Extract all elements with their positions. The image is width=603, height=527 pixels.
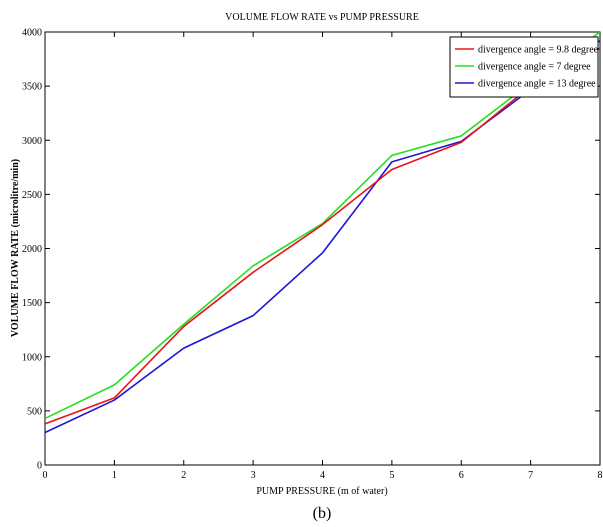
y-tick-label: 1500: [22, 298, 42, 309]
y-axis-label: VOLUME FLOW RATE (microlitre/min): [10, 159, 21, 337]
legend-label-3: divergence angle = 13 degree: [478, 79, 596, 90]
chart-title: VOLUME FLOW RATE vs PUMP PRESSURE: [225, 12, 419, 23]
legend-label-1: divergence angle = 9.8 degree: [478, 45, 599, 56]
x-tick-label: 1: [112, 470, 117, 481]
x-tick-label: 7: [528, 470, 533, 481]
x-tick-label: 3: [251, 470, 256, 481]
x-axis: 0 1 2 3 4 5 6 7 8: [43, 32, 603, 481]
x-tick-label: 5: [389, 470, 394, 481]
y-tick-label: 4000: [22, 28, 42, 39]
x-tick-label: 0: [43, 470, 48, 481]
legend: divergence angle = 9.8 degree divergence …: [449, 36, 599, 98]
figure-caption: (b): [313, 505, 332, 522]
y-tick-label: 2500: [22, 190, 42, 201]
x-axis-label: PUMP PRESSURE (m of water): [256, 486, 387, 497]
legend-box: [449, 36, 599, 98]
series-line-3: [45, 40, 600, 434]
y-tick-label: 500: [27, 406, 42, 417]
x-tick-label: 6: [459, 470, 464, 481]
series-layer: [45, 32, 600, 434]
x-tick-label: 4: [320, 470, 325, 481]
y-tick-label: 1000: [22, 352, 42, 363]
y-axis: 0 500 1000 1500 2000 2500 3000 3500 4000: [22, 28, 600, 472]
y-tick-label: 0: [37, 461, 42, 472]
y-tick-label: 3000: [22, 136, 42, 147]
legend-label-2: divergence angle = 7 degree: [478, 62, 591, 73]
x-tick-label: 2: [181, 470, 186, 481]
y-tick-label: 3500: [22, 82, 42, 93]
x-tick-label: 8: [598, 470, 603, 481]
series-line-1: [45, 47, 600, 425]
series-line-2: [45, 32, 600, 420]
y-tick-label: 2000: [22, 244, 42, 255]
